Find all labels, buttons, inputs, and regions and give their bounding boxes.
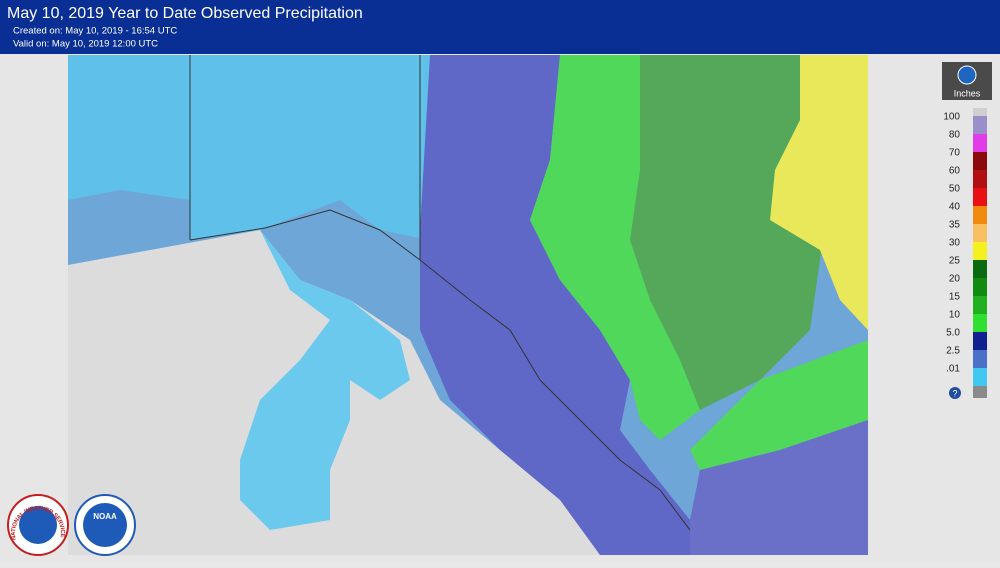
legend-noaa-icon [957,65,977,85]
legend-label: 5.0 [946,328,960,339]
map [68,55,868,555]
legend-label: 40 [949,202,961,213]
created: Created on: May 10, 2019 - 16:54 UTC [13,26,177,37]
legend-swatch [973,260,987,278]
legend-label: 35 [949,220,961,231]
help-mark: ? [952,388,957,398]
region-gulf-green [690,340,868,470]
region-cyan [68,55,430,240]
legend-swatch [973,278,987,296]
legend-label: 50 [949,184,961,195]
legend-label: 20 [949,274,961,285]
region-yellow [770,55,868,330]
legend-swatch [973,296,987,314]
legend-swatch [973,134,987,152]
legend-swatch [973,170,987,188]
legend-label: .01 [946,364,960,375]
state-lines [189,55,421,260]
legend-unit: Inches [954,88,981,98]
help-icon [949,387,961,399]
legend-swatch [973,368,987,386]
region-purple [420,55,690,555]
noaa-logo: NOAA [74,494,136,556]
region-gulf-purple [690,420,868,555]
legend-label: 2.5 [946,346,960,357]
legend-label: 15 [949,292,961,303]
legend-label: 10 [949,310,961,321]
legend-swatch [973,332,987,350]
region-dark-green [630,55,830,410]
legend-swatch [973,206,987,224]
noaa-center [83,503,127,547]
legend-swatch [973,116,987,134]
legend-label: 25 [949,256,961,267]
legend-swatch [973,188,987,206]
nws-logo: NATIONAL WEATHER SERVICE [7,494,69,556]
legend-label: 80 [949,130,961,141]
region-mexico-cyan [240,230,410,530]
legend-swatch [973,224,987,242]
legend-swatch [973,314,987,332]
legend-label: 60 [949,166,961,177]
title: May 10, 2019 Year to Date Observed Preci… [7,5,363,22]
nws-center [19,506,57,544]
header-bar [0,0,1000,54]
legend-swatch-bottom [973,386,987,398]
legend-swatch [973,152,987,170]
legend-label: 30 [949,238,961,249]
noaa-text: NOAA [93,512,117,521]
legend: 100 80 70 60 50 40 35 30 25 20 15 10 5.0 2.5 .01 [943,108,987,398]
legend-label: 100 [943,112,960,123]
legend-label: 70 [949,148,961,159]
legend-swatch [973,350,987,368]
border [264,209,691,531]
legend-swatch-top [973,108,987,116]
valid: Valid on: May 10, 2019 12:00 UTC [13,39,158,50]
legend-swatch [973,242,987,260]
